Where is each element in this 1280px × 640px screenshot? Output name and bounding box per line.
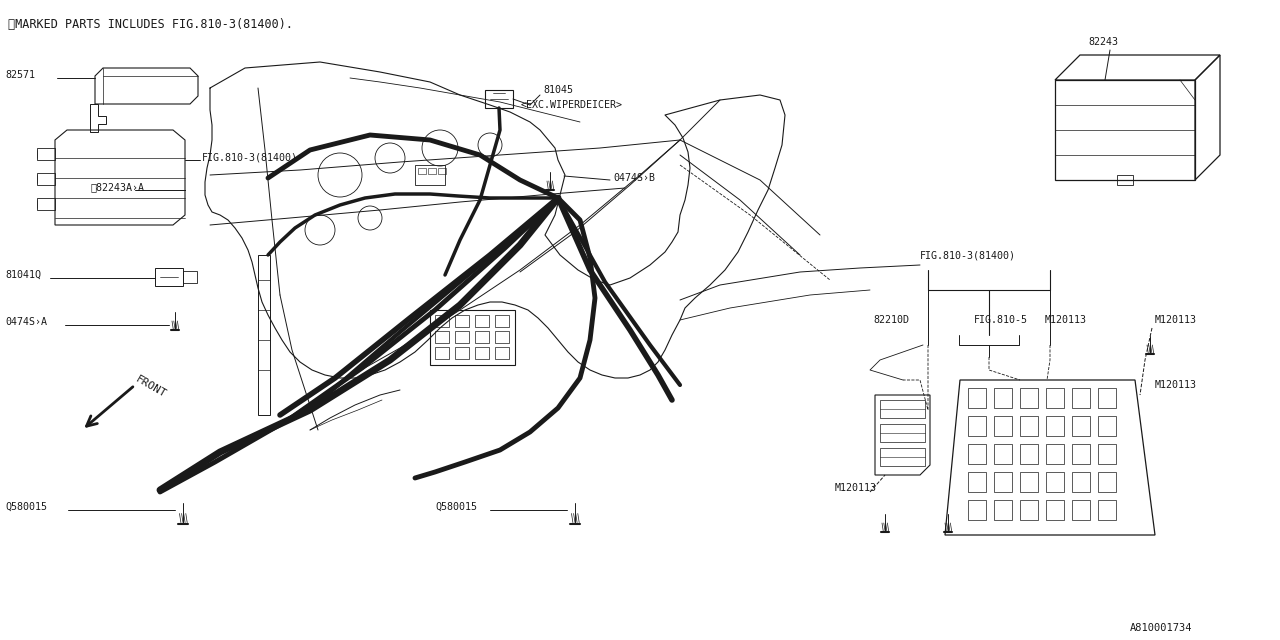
Text: 82243: 82243 — [1088, 37, 1117, 47]
Bar — [430, 310, 515, 365]
Text: FIG.810-5: FIG.810-5 — [974, 315, 1028, 325]
Bar — [475, 315, 489, 327]
Text: 81041Q: 81041Q — [5, 270, 41, 280]
Bar — [1046, 388, 1064, 408]
Bar — [995, 388, 1012, 408]
Bar — [1098, 444, 1116, 464]
Bar — [438, 168, 445, 174]
Bar — [1073, 388, 1091, 408]
Bar — [968, 416, 986, 436]
Text: 0474S›A: 0474S›A — [5, 317, 47, 327]
Bar — [995, 500, 1012, 520]
Bar — [454, 315, 468, 327]
Text: Q580015: Q580015 — [435, 502, 477, 512]
Bar — [435, 331, 449, 343]
Bar — [1046, 472, 1064, 492]
Bar — [968, 500, 986, 520]
Text: Q580015: Q580015 — [5, 502, 47, 512]
Bar — [415, 165, 445, 185]
Text: ※82243A›A: ※82243A›A — [90, 182, 145, 192]
Bar — [1073, 500, 1091, 520]
Bar — [1073, 416, 1091, 436]
Bar — [428, 168, 436, 174]
Text: A810001734: A810001734 — [1130, 623, 1193, 633]
Bar — [1098, 388, 1116, 408]
Bar — [995, 444, 1012, 464]
Bar — [995, 416, 1012, 436]
Bar — [1046, 444, 1064, 464]
Bar — [1073, 472, 1091, 492]
Text: M120113: M120113 — [1155, 315, 1197, 325]
Bar — [968, 444, 986, 464]
Bar — [881, 400, 925, 418]
Bar — [1020, 500, 1038, 520]
Text: FIG.810-3(81400): FIG.810-3(81400) — [202, 152, 298, 162]
Bar — [1098, 416, 1116, 436]
Bar — [435, 347, 449, 359]
Text: M120113: M120113 — [1155, 380, 1197, 390]
Bar — [968, 472, 986, 492]
Bar — [419, 168, 426, 174]
Text: FIG.810-3(81400): FIG.810-3(81400) — [920, 250, 1016, 260]
Bar — [183, 271, 197, 283]
Bar — [1046, 500, 1064, 520]
Bar — [475, 331, 489, 343]
Bar — [495, 315, 509, 327]
Text: M120113: M120113 — [1044, 315, 1087, 325]
Text: 81045: 81045 — [543, 85, 573, 95]
Bar — [1055, 80, 1196, 180]
Bar — [259, 255, 270, 415]
Bar — [1098, 472, 1116, 492]
Text: <EXC.WIPERDEICER>: <EXC.WIPERDEICER> — [521, 100, 623, 110]
Bar — [485, 90, 513, 108]
Bar — [995, 472, 1012, 492]
Bar — [454, 331, 468, 343]
Bar — [1046, 416, 1064, 436]
Bar — [454, 347, 468, 359]
Bar — [968, 388, 986, 408]
Bar — [1020, 472, 1038, 492]
Bar — [1073, 444, 1091, 464]
Text: M120113: M120113 — [835, 483, 877, 493]
Bar — [435, 315, 449, 327]
Bar — [495, 347, 509, 359]
Bar — [1020, 444, 1038, 464]
Bar — [881, 448, 925, 466]
Bar — [155, 268, 183, 286]
Bar — [1020, 388, 1038, 408]
Text: 82210D: 82210D — [873, 315, 909, 325]
Text: 0474S›B: 0474S›B — [613, 173, 655, 183]
Bar — [1117, 175, 1133, 185]
Bar — [881, 424, 925, 442]
Bar — [1020, 416, 1038, 436]
Bar — [475, 347, 489, 359]
Text: ※MARKED PARTS INCLUDES FIG.810-3(81400).: ※MARKED PARTS INCLUDES FIG.810-3(81400). — [8, 18, 293, 31]
Text: FRONT: FRONT — [133, 374, 168, 399]
Bar — [495, 331, 509, 343]
Bar — [1098, 500, 1116, 520]
Text: 82571: 82571 — [5, 70, 35, 80]
